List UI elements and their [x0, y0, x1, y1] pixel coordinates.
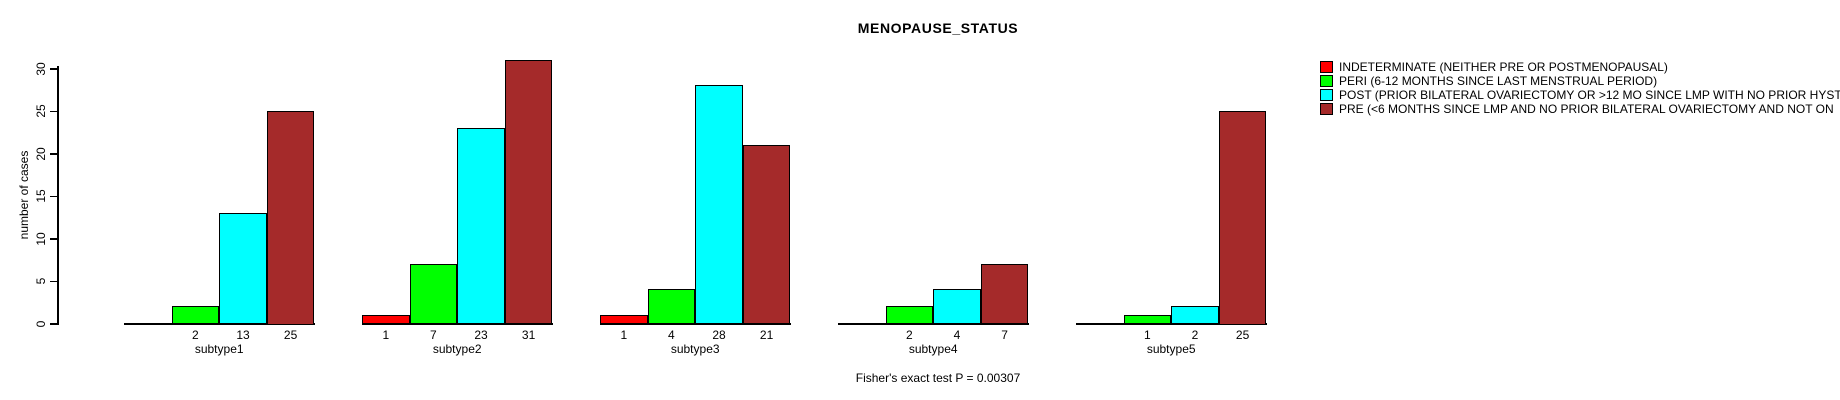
bar-subtype3-series3: [695, 85, 743, 325]
bar-value-label: 2: [906, 328, 913, 342]
bar-value-label: 13: [236, 328, 250, 342]
bar-value-label: 1: [1144, 328, 1151, 342]
bar-value-label: 1: [382, 328, 390, 342]
x-category-label: subtype1: [194, 342, 244, 356]
bar-value-label: 7: [430, 328, 437, 342]
y-tick-label: 30: [34, 62, 48, 76]
bar-subtype4-series2: [885, 306, 934, 325]
bar-subtype2-series4: [504, 59, 553, 325]
y-tick: [50, 323, 57, 325]
bar-value-label: 28: [712, 328, 726, 342]
bar-value-label: 25: [1235, 328, 1250, 342]
y-tick: [50, 153, 57, 155]
y-tick-label: 20: [34, 147, 48, 161]
bar-subtype2-series2: [409, 263, 458, 325]
y-tick: [50, 68, 57, 70]
x-category-label: subtype5: [1146, 342, 1196, 356]
bar-value-label: 4: [668, 328, 675, 342]
bar-subtype5-series4: [1218, 110, 1267, 325]
bar-subtype1-series4: [266, 110, 315, 325]
bar-subtype3-series1: [600, 314, 648, 325]
bar-value-label: 23: [474, 328, 488, 342]
bar-subtype2-series1: [362, 314, 410, 325]
bar-subtype5-series2: [1123, 314, 1172, 325]
bar-value-label: 31: [521, 328, 536, 342]
bar-value-label: 4: [953, 328, 961, 342]
bar-subtype1-series2: [171, 306, 220, 325]
y-tick-label: 10: [34, 231, 48, 246]
bar-value-label: 25: [283, 328, 298, 342]
bar-value-label: 2: [1191, 328, 1199, 342]
y-axis-line: [57, 66, 59, 325]
y-tick-label: 5: [34, 277, 48, 285]
bar-subtype1-series3: [219, 212, 267, 325]
x-category-label: subtype3: [670, 342, 720, 356]
y-tick: [50, 280, 57, 283]
y-tick: [50, 110, 57, 113]
bar-subtype3-series4: [742, 144, 791, 325]
bar-value-label: 7: [1001, 328, 1008, 342]
bar-value-label: 1: [620, 328, 628, 342]
y-tick: [50, 195, 57, 198]
y-tick: [50, 238, 57, 240]
y-tick-label: 0: [34, 320, 48, 327]
footer-note: Fisher's exact test P = 0.00307: [855, 371, 1021, 385]
bar-value-label: 2: [192, 328, 199, 342]
bar-subtype2-series3: [457, 127, 505, 325]
bar-subtype5-series3: [1171, 306, 1219, 325]
chart-title: MENOPAUSE_STATUS: [857, 20, 1019, 36]
bar-subtype4-series3: [933, 289, 981, 325]
x-category-label: subtype4: [908, 342, 958, 356]
bar-subtype4-series4: [980, 263, 1029, 325]
bar-subtype3-series2: [647, 289, 696, 325]
x-category-label: subtype2: [432, 342, 482, 356]
bar-value-label: 21: [759, 328, 774, 342]
y-tick-label: 15: [34, 189, 48, 203]
y-tick-label: 25: [34, 104, 48, 118]
